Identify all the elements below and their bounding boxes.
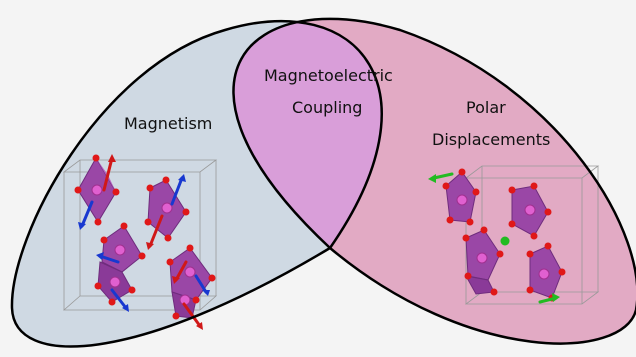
magnetic-crystal-structure — [62, 154, 218, 330]
magnetism-label: Magnetism — [124, 114, 213, 133]
coupling-overlap-region — [233, 21, 382, 344]
magnetism-outline — [10, 19, 383, 348]
polar-outline — [232, 17, 636, 345]
coupling-label-line2: Coupling — [292, 98, 363, 117]
polar-crystal-structure — [428, 165, 600, 305]
spin-arrow — [78, 154, 210, 330]
polar-label-line1: Polar — [466, 98, 506, 117]
coupling-label-line1: Magnetoelectric — [264, 66, 393, 85]
polar-label-line2: Displacements — [432, 130, 551, 149]
